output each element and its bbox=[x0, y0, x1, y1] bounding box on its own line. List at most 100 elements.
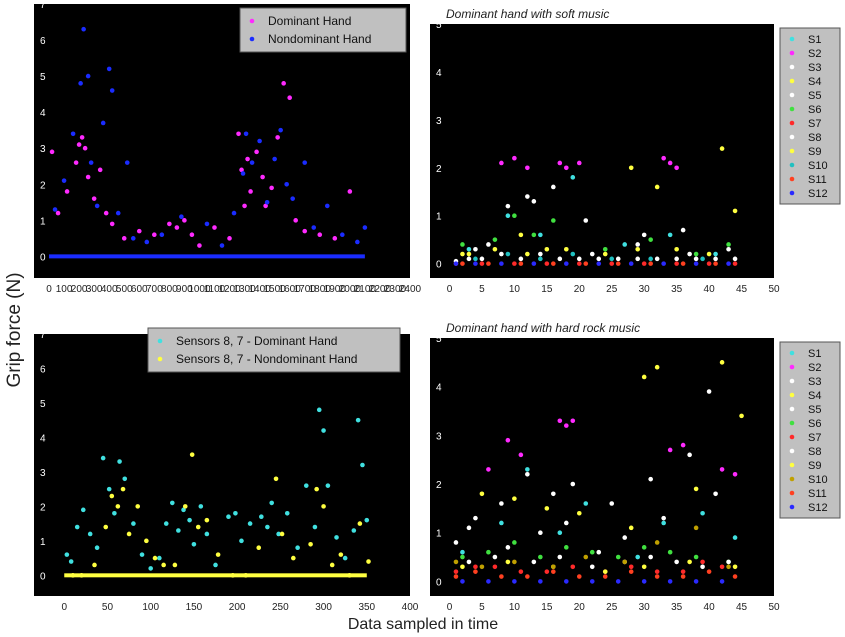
data-point bbox=[189, 452, 195, 457]
y-tick-label: 2 bbox=[436, 480, 442, 491]
data-point bbox=[191, 541, 197, 547]
data-point bbox=[473, 564, 478, 570]
data-point bbox=[466, 525, 472, 531]
data-point bbox=[109, 88, 115, 93]
data-point bbox=[355, 417, 361, 423]
data-point bbox=[654, 256, 660, 262]
legend-box bbox=[779, 341, 841, 519]
data-point bbox=[492, 237, 498, 242]
data-point bbox=[648, 261, 653, 266]
chart-panel-bl: 0 1 2 3 4 5 6 7 0 50 100 150 200 250 300 350 400 Sensors … bbox=[34, 327, 419, 613]
legend-marker bbox=[249, 18, 255, 24]
x-tick-label: 2300 bbox=[384, 284, 407, 295]
data-point bbox=[68, 559, 74, 564]
data-point bbox=[674, 165, 679, 171]
data-point bbox=[148, 566, 153, 571]
data-point bbox=[324, 203, 330, 209]
legend-label: S4 bbox=[808, 76, 821, 88]
data-point bbox=[197, 243, 202, 248]
data-point bbox=[479, 261, 485, 266]
chart-title: Dominant hand with hard rock music bbox=[446, 321, 640, 335]
data-point bbox=[316, 407, 322, 413]
x-tick-label: 20 bbox=[574, 602, 586, 613]
x-tick-label: 15 bbox=[541, 602, 553, 613]
data-point bbox=[654, 364, 660, 370]
data-point bbox=[564, 246, 569, 252]
data-point bbox=[576, 510, 582, 516]
data-point bbox=[321, 428, 326, 433]
data-point bbox=[641, 545, 647, 550]
data-point bbox=[453, 261, 459, 266]
data-point bbox=[290, 196, 295, 201]
data-point bbox=[231, 210, 237, 216]
data-point bbox=[732, 472, 738, 477]
data-point bbox=[538, 554, 543, 560]
data-point bbox=[680, 574, 686, 579]
data-point bbox=[719, 360, 725, 365]
data-point bbox=[628, 525, 634, 531]
data-point bbox=[687, 452, 692, 458]
legend-label: S7 bbox=[808, 432, 821, 444]
legend-label: Sensors 8, 7 - Nondominant Hand bbox=[176, 352, 357, 366]
data-point bbox=[453, 569, 459, 574]
data-point bbox=[239, 167, 244, 173]
legend-label: S8 bbox=[808, 132, 821, 144]
legend-label: S10 bbox=[808, 160, 828, 172]
data-point bbox=[551, 261, 556, 266]
y-tick-label: 7 bbox=[40, 0, 46, 11]
data-point bbox=[518, 256, 524, 262]
data-point bbox=[713, 256, 718, 262]
data-point bbox=[82, 145, 88, 151]
y-tick-label: 2 bbox=[40, 180, 46, 191]
data-point bbox=[49, 149, 55, 155]
data-point bbox=[570, 564, 576, 570]
data-point bbox=[213, 562, 218, 568]
x-tick-label: 50 bbox=[102, 602, 114, 613]
data-point bbox=[525, 472, 530, 477]
data-point bbox=[131, 521, 136, 526]
y-tick-label: 4 bbox=[436, 68, 442, 79]
data-point bbox=[97, 167, 103, 173]
figure-y-axis-label: Grip force (N) bbox=[4, 272, 25, 387]
data-point bbox=[648, 554, 653, 560]
legend-marker bbox=[789, 448, 795, 454]
data-point bbox=[100, 120, 106, 126]
data-point bbox=[512, 155, 517, 161]
data-point bbox=[176, 528, 181, 533]
x-tick-label: 50 bbox=[768, 284, 780, 295]
data-point bbox=[312, 524, 318, 530]
legend-label: S11 bbox=[808, 174, 827, 186]
series-2 bbox=[52, 26, 368, 248]
data-point bbox=[135, 504, 141, 509]
legend-marker bbox=[249, 36, 255, 42]
legend-marker bbox=[789, 134, 795, 140]
data-point bbox=[661, 155, 666, 161]
data-point bbox=[74, 524, 80, 530]
y-tick-label: 1 bbox=[436, 529, 442, 540]
data-point bbox=[308, 541, 313, 547]
data-point bbox=[551, 184, 556, 190]
data-point bbox=[544, 261, 550, 266]
legend-marker bbox=[789, 434, 795, 440]
data-point bbox=[518, 569, 524, 574]
data-point bbox=[719, 564, 725, 570]
data-point bbox=[85, 73, 91, 79]
data-point bbox=[78, 81, 83, 86]
data-point bbox=[525, 574, 530, 579]
y-tick-label: 4 bbox=[40, 433, 46, 444]
x-tick-label: 1600 bbox=[279, 284, 302, 295]
data-point bbox=[257, 138, 262, 144]
data-point bbox=[538, 579, 543, 584]
data-point bbox=[687, 251, 692, 257]
data-point bbox=[700, 559, 705, 565]
data-point bbox=[538, 256, 543, 262]
data-point bbox=[473, 256, 478, 262]
data-point bbox=[557, 530, 563, 536]
data-point bbox=[195, 524, 201, 530]
x-tick-label: 1300 bbox=[233, 284, 256, 295]
data-point bbox=[152, 232, 157, 238]
x-tick-label: 0 bbox=[46, 284, 52, 295]
data-point bbox=[693, 579, 699, 584]
data-point bbox=[576, 261, 582, 266]
